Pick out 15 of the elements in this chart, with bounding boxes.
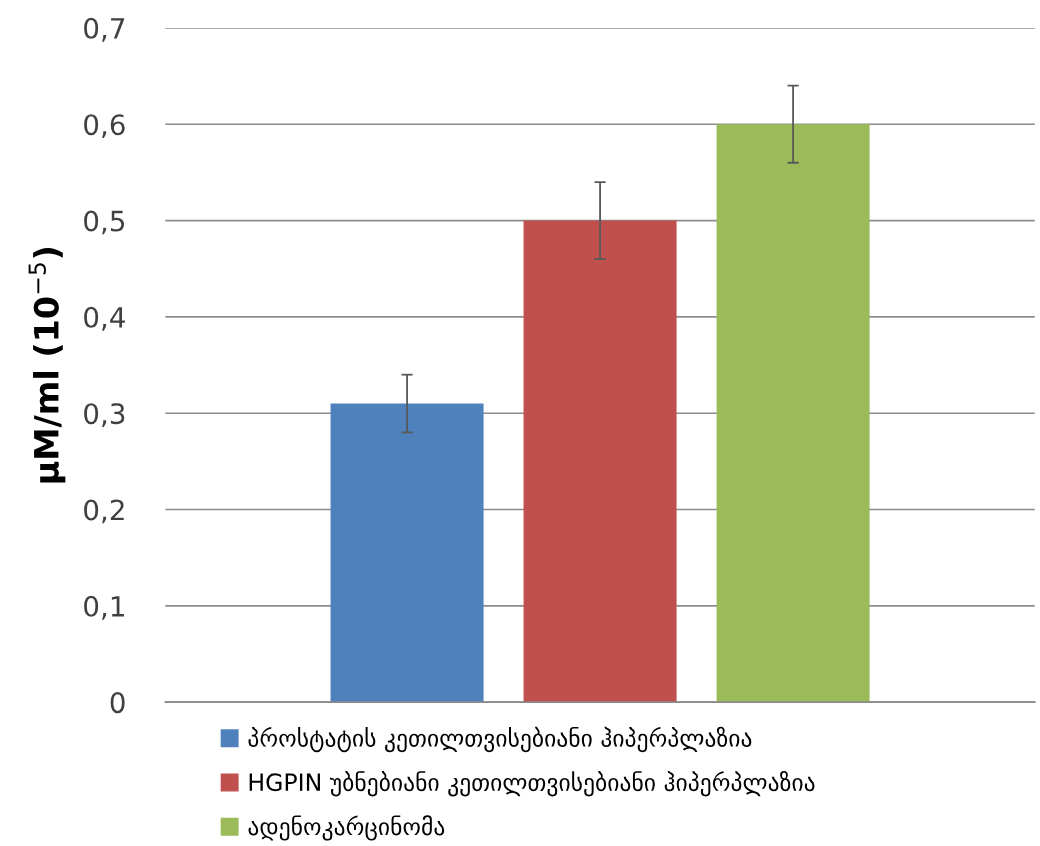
- bar: [330, 403, 484, 703]
- y-tick-label: 0,1: [84, 595, 124, 620]
- y-tick-label: 0: [110, 692, 125, 714]
- y-tick-label: 0,5: [84, 210, 125, 235]
- bar: [523, 220, 677, 703]
- y-axis-title: µM/ml (10$^{−5}$): [28, 247, 66, 483]
- bar: [716, 124, 870, 703]
- y-tick-label: 0,4: [84, 306, 125, 331]
- legend-label: პროსტატის კეთილთვისებიანი ჰიპერპლაზია: [248, 726, 752, 753]
- y-tick-label: 0,2: [84, 499, 124, 524]
- legend-label: ადენოკარცინომა: [248, 815, 445, 841]
- legend-label: HGPIN უბნებიანი კეთილთვისებიანი ჰიპერპლაზია: [249, 771, 815, 797]
- y-tick-label: 0,6: [84, 114, 125, 139]
- y-tick-label: 0,7: [84, 17, 125, 42]
- y-tick-label: 0,3: [84, 403, 125, 427]
